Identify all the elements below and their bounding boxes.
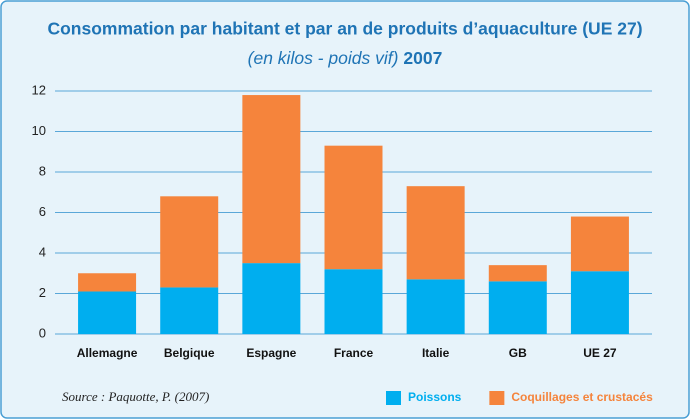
subtitle-text: (en kilos - poids vif) [248,48,399,68]
bar-segment [324,269,383,334]
bar-segment [242,95,301,264]
bar-segment [406,186,465,280]
bar-segment [78,273,137,292]
chart-subtitle: (en kilos - poids vif) 2007 [248,48,443,68]
chart-title: Consommation par habitant et par an de p… [47,19,642,39]
x-tick-label: Allemagne [77,346,138,360]
subtitle-year: 2007 [403,48,442,68]
bar-segment [160,196,219,288]
bar-segment [78,291,137,334]
bar-segment [570,271,629,334]
bar-segment [488,265,547,282]
x-tick-label: Belgique [164,346,215,360]
y-tick-label: 10 [32,123,46,138]
x-tick-label: Italie [422,346,450,360]
x-tick-label: France [334,346,374,360]
y-tick-label: 4 [39,244,46,259]
bar-segment [570,216,629,272]
bar-segment [406,279,465,334]
bar-segment [324,145,383,270]
y-tick-label: 2 [39,285,46,300]
source: Source : Paquotte, P. (2007) [62,389,209,404]
bar-segment [488,281,547,334]
legend-swatch [489,391,505,405]
bar-segment [242,263,301,334]
y-tick-label: 6 [39,204,46,219]
y-tick-label: 12 [32,82,46,97]
x-tick-label: GB [509,346,527,360]
x-tick-label: Espagne [246,346,296,360]
legend-swatch [386,391,401,405]
bar-segment [160,287,219,334]
x-tick-label: UE 27 [583,346,617,360]
legend-label: Coquillages et crustacés [511,390,653,404]
y-tick-label: 0 [39,325,46,340]
legend-label: Poissons [408,390,462,404]
y-tick-label: 8 [39,163,46,178]
